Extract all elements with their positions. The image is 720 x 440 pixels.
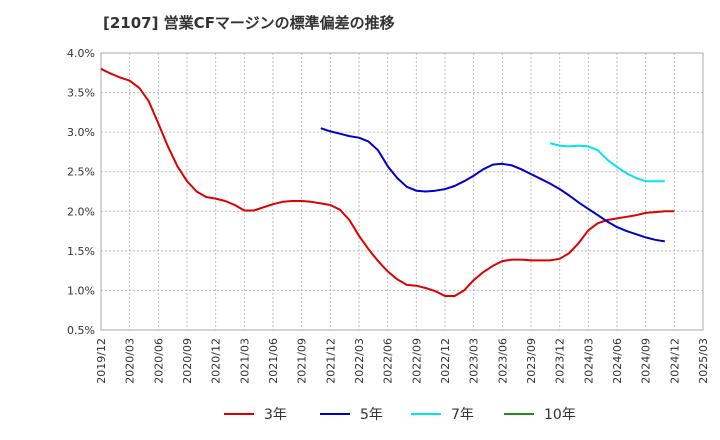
grid-lines xyxy=(101,53,703,330)
legend-label: 3年 xyxy=(264,407,287,423)
legend-label: 10年 xyxy=(544,407,576,423)
x-tick-label: 2022/03 xyxy=(353,338,366,384)
x-axis-ticks: 2019/12 2020/03 2020/06 2020/09 2020/12 2021/… xyxy=(95,338,710,384)
chart-title: [2107] 営業CFマージンの標準偏差の推移 xyxy=(103,14,395,32)
series-line xyxy=(320,127,665,243)
y-tick-label: 3.5% xyxy=(67,87,95,100)
y-tick-label: 1.5% xyxy=(67,245,95,258)
x-tick-label: 2024/06 xyxy=(611,338,624,384)
y-tick-label: 0.5% xyxy=(67,324,95,337)
x-tick-label: 2021/03 xyxy=(238,338,251,384)
legend-label: 7年 xyxy=(451,407,474,423)
x-tick-label: 2020/06 xyxy=(152,338,165,384)
legend: 3年 5年 7年 10年 xyxy=(224,407,576,423)
y-tick-label: 4.0% xyxy=(67,47,95,60)
x-tick-label: 2022/09 xyxy=(410,338,423,384)
x-tick-label: 2020/09 xyxy=(181,338,194,384)
x-tick-label: 2021/12 xyxy=(324,338,337,384)
series-lines xyxy=(100,67,675,297)
x-tick-label: 2023/06 xyxy=(496,338,509,384)
plot-area xyxy=(100,52,704,331)
x-tick-label: 2019/12 xyxy=(95,338,108,384)
x-tick-label: 2025/03 xyxy=(697,338,710,384)
x-tick-label: 2023/03 xyxy=(468,338,481,384)
x-tick-label: 2022/12 xyxy=(439,338,452,384)
x-tick-label: 2022/06 xyxy=(382,338,395,384)
y-tick-label: 3.0% xyxy=(67,126,95,139)
x-tick-label: 2024/09 xyxy=(640,338,653,384)
x-tick-label: 2023/09 xyxy=(525,338,538,384)
x-tick-label: 2021/09 xyxy=(296,338,309,384)
legend-label: 5年 xyxy=(360,407,383,423)
y-tick-label: 2.0% xyxy=(67,205,95,218)
y-axis-ticks: 0.5% 1.0% 1.5% 2.0% 2.5% 3.0% 3.5% 4.0% xyxy=(67,47,95,337)
x-tick-label: 2024/03 xyxy=(582,338,595,384)
x-tick-label: 2020/03 xyxy=(124,338,137,384)
series-line xyxy=(549,142,665,183)
y-tick-label: 1.0% xyxy=(67,284,95,297)
series-line xyxy=(100,67,675,297)
y-tick-label: 2.5% xyxy=(67,166,95,179)
x-tick-label: 2020/12 xyxy=(210,338,223,384)
x-tick-label: 2021/06 xyxy=(267,338,280,384)
x-tick-label: 2024/12 xyxy=(668,338,681,384)
x-tick-label: 2023/12 xyxy=(554,338,567,384)
